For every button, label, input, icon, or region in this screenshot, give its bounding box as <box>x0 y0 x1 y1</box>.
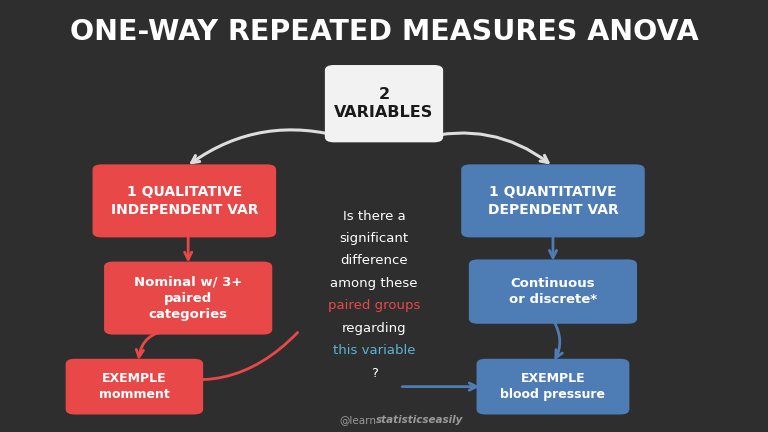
Text: difference: difference <box>340 254 408 267</box>
Text: 2
VARIABLES: 2 VARIABLES <box>334 87 434 121</box>
FancyBboxPatch shape <box>93 165 276 238</box>
Text: ?: ? <box>371 367 377 380</box>
Text: statisticseasily: statisticseasily <box>376 415 464 425</box>
Text: 1 QUALITATIVE
INDEPENDENT VAR: 1 QUALITATIVE INDEPENDENT VAR <box>111 185 258 216</box>
Text: significant: significant <box>339 232 409 245</box>
FancyBboxPatch shape <box>468 259 637 324</box>
Text: paired groups: paired groups <box>328 299 420 312</box>
Text: this variable: this variable <box>333 344 415 357</box>
Text: ONE-WAY REPEATED MEASURES ANOVA: ONE-WAY REPEATED MEASURES ANOVA <box>70 19 698 46</box>
Text: regarding: regarding <box>342 322 406 335</box>
FancyBboxPatch shape <box>461 165 644 238</box>
Text: among these: among these <box>330 277 418 290</box>
Text: @learn: @learn <box>339 415 376 425</box>
Text: Nominal w/ 3+
paired
categories: Nominal w/ 3+ paired categories <box>134 276 243 321</box>
FancyBboxPatch shape <box>476 359 629 415</box>
Text: EXEMPLE
momment: EXEMPLE momment <box>99 372 170 401</box>
FancyBboxPatch shape <box>325 65 443 143</box>
Text: Is there a: Is there a <box>343 210 406 222</box>
FancyBboxPatch shape <box>65 359 203 415</box>
Text: 1 QUANTITATIVE
DEPENDENT VAR: 1 QUANTITATIVE DEPENDENT VAR <box>488 185 618 216</box>
Text: Continuous
or discrete*: Continuous or discrete* <box>509 277 597 306</box>
FancyBboxPatch shape <box>104 262 272 334</box>
Text: EXEMPLE
blood pressure: EXEMPLE blood pressure <box>501 372 605 401</box>
